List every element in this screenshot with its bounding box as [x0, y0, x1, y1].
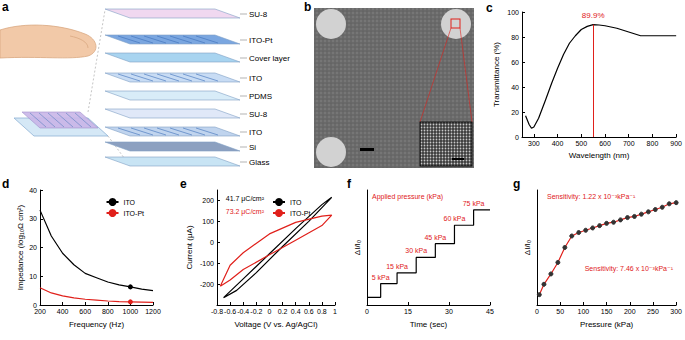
- svg-text:150: 150: [601, 308, 613, 315]
- svg-text:-200: -200: [200, 281, 214, 288]
- svg-text:20: 20: [511, 109, 519, 116]
- svg-text:-100: -100: [200, 260, 214, 267]
- svg-text:1000: 1000: [123, 308, 139, 315]
- svg-text:0.8: 0.8: [317, 308, 327, 315]
- svg-text:Pressure (kPa): Pressure (kPa): [580, 320, 634, 329]
- svg-text:ΔI/I₀: ΔI/I₀: [353, 240, 362, 255]
- svg-text:15: 15: [404, 308, 412, 315]
- svg-text:Sensitivity: 1.22 x 10⁻³kPa⁻¹: Sensitivity: 1.22 x 10⁻³kPa⁻¹: [547, 193, 636, 201]
- svg-text:200: 200: [202, 197, 214, 204]
- svg-text:0: 0: [33, 301, 37, 309]
- svg-text:a: a: [2, 0, 9, 14]
- svg-text:30 kPa: 30 kPa: [405, 247, 427, 254]
- svg-text:100: 100: [578, 308, 590, 315]
- svg-text:Voltage (V vs. Ag/AgCl): Voltage (V vs. Ag/AgCl): [234, 320, 317, 329]
- svg-text:400: 400: [552, 140, 564, 147]
- svg-text:g: g: [513, 177, 520, 191]
- svg-text:73.2 μC/cm²: 73.2 μC/cm²: [226, 208, 265, 216]
- svg-text:PDMS: PDMS: [249, 92, 272, 101]
- svg-text:Sensitivity: 7.46 x 10⁻³kPa⁻¹: Sensitivity: 7.46 x 10⁻³kPa⁻¹: [585, 265, 674, 273]
- svg-text:0: 0: [267, 308, 271, 315]
- svg-text:75 kPa: 75 kPa: [463, 200, 485, 207]
- svg-text:b: b: [304, 0, 311, 14]
- svg-text:50: 50: [556, 308, 564, 315]
- svg-text:89.9%: 89.9%: [582, 11, 605, 20]
- svg-text:200: 200: [624, 308, 636, 315]
- svg-text:300: 300: [670, 308, 682, 315]
- svg-text:Frequency (Hz): Frequency (Hz): [69, 320, 124, 329]
- svg-text:ITO-Pt: ITO-Pt: [249, 36, 273, 45]
- svg-text:ITO: ITO: [249, 74, 262, 83]
- svg-text:ITO: ITO: [249, 128, 262, 137]
- svg-text:40: 40: [29, 187, 37, 194]
- svg-text:Wavelength (nm): Wavelength (nm): [569, 151, 630, 160]
- svg-text:600: 600: [599, 140, 611, 147]
- svg-text:0.4: 0.4: [291, 308, 301, 315]
- svg-text:ITO: ITO: [290, 199, 302, 206]
- svg-text:700: 700: [623, 140, 635, 147]
- svg-text:c: c: [486, 1, 493, 15]
- svg-text:0: 0: [365, 308, 369, 315]
- svg-text:200: 200: [34, 308, 46, 315]
- svg-text:20: 20: [29, 244, 37, 251]
- svg-text:1: 1: [333, 308, 337, 315]
- svg-text:Impedance (log₁₀Ω cm²): Impedance (log₁₀Ω cm²): [16, 204, 25, 290]
- svg-text:80: 80: [511, 34, 519, 41]
- svg-text:900: 900: [670, 140, 682, 147]
- svg-text:SU-8: SU-8: [249, 10, 268, 19]
- svg-text:0: 0: [515, 134, 519, 141]
- svg-text:Time (sec): Time (sec): [410, 320, 448, 329]
- svg-text:Current (μA): Current (μA): [185, 225, 194, 270]
- svg-text:-0.2: -0.2: [250, 308, 262, 315]
- svg-text:Cover layer: Cover layer: [249, 54, 290, 63]
- svg-text:45 kPa: 45 kPa: [424, 234, 446, 241]
- svg-text:ITO: ITO: [124, 199, 136, 206]
- svg-text:-0.4: -0.4: [237, 308, 249, 315]
- svg-text:800: 800: [647, 140, 659, 147]
- svg-text:f: f: [347, 177, 352, 191]
- svg-text:1200: 1200: [145, 308, 161, 315]
- svg-text:0: 0: [535, 308, 539, 315]
- svg-text:250: 250: [647, 308, 659, 315]
- svg-text:SU-8: SU-8: [249, 110, 268, 119]
- svg-text:41.7 μC/cm²: 41.7 μC/cm²: [226, 195, 265, 203]
- svg-text:ΔI/I₀: ΔI/I₀: [523, 240, 532, 255]
- svg-text:400: 400: [57, 308, 69, 315]
- svg-text:30: 30: [445, 308, 453, 315]
- svg-text:45: 45: [486, 308, 494, 315]
- svg-text:60: 60: [511, 59, 519, 66]
- svg-text:60 kPa: 60 kPa: [444, 215, 466, 222]
- svg-text:300: 300: [528, 140, 540, 147]
- svg-text:5 kPa: 5 kPa: [372, 274, 390, 281]
- svg-text:15 kPa: 15 kPa: [386, 263, 408, 270]
- svg-text:800: 800: [102, 308, 114, 315]
- svg-text:100: 100: [202, 218, 214, 225]
- svg-text:100: 100: [507, 9, 519, 16]
- svg-text:ITO-Pt: ITO-Pt: [290, 210, 311, 217]
- svg-text:600: 600: [79, 308, 91, 315]
- svg-text:-0.8: -0.8: [211, 308, 223, 315]
- svg-text:Applied pressure (kPa): Applied pressure (kPa): [372, 193, 443, 201]
- svg-text:Glass: Glass: [249, 158, 269, 167]
- svg-text:e: e: [180, 177, 187, 191]
- svg-text:0.6: 0.6: [304, 308, 314, 315]
- svg-text:ITO-Pt: ITO-Pt: [124, 210, 145, 217]
- svg-text:10: 10: [29, 273, 37, 280]
- svg-text:d: d: [2, 177, 9, 191]
- svg-text:30: 30: [29, 215, 37, 222]
- svg-text:-0.6: -0.6: [224, 308, 236, 315]
- svg-text:40: 40: [511, 84, 519, 91]
- svg-text:0: 0: [210, 239, 214, 246]
- svg-text:Si: Si: [249, 143, 256, 152]
- svg-text:500: 500: [575, 140, 587, 147]
- svg-text:0.2: 0.2: [278, 308, 288, 315]
- svg-text:Transmittance (%): Transmittance (%): [492, 42, 501, 107]
